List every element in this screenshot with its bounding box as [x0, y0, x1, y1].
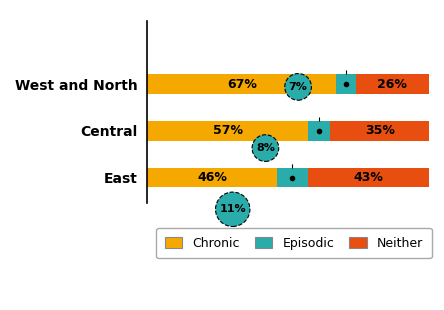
Text: 46%: 46%: [197, 171, 227, 184]
Text: 43%: 43%: [353, 171, 384, 184]
Bar: [308, 121, 330, 141]
Text: 26%: 26%: [377, 78, 407, 91]
Bar: [308, 168, 429, 188]
Text: 11%: 11%: [219, 204, 246, 214]
Bar: [147, 168, 277, 188]
Legend: Chronic, Episodic, Neither: Chronic, Episodic, Neither: [156, 228, 432, 258]
Text: 7%: 7%: [289, 82, 308, 92]
Bar: [277, 168, 308, 188]
Text: 35%: 35%: [365, 125, 395, 137]
Text: 8%: 8%: [256, 143, 275, 153]
Bar: [336, 74, 356, 94]
Text: 67%: 67%: [227, 78, 257, 91]
Text: 57%: 57%: [213, 125, 243, 137]
Bar: [147, 74, 336, 94]
Bar: [356, 74, 429, 94]
Bar: [330, 121, 429, 141]
Bar: [147, 121, 308, 141]
